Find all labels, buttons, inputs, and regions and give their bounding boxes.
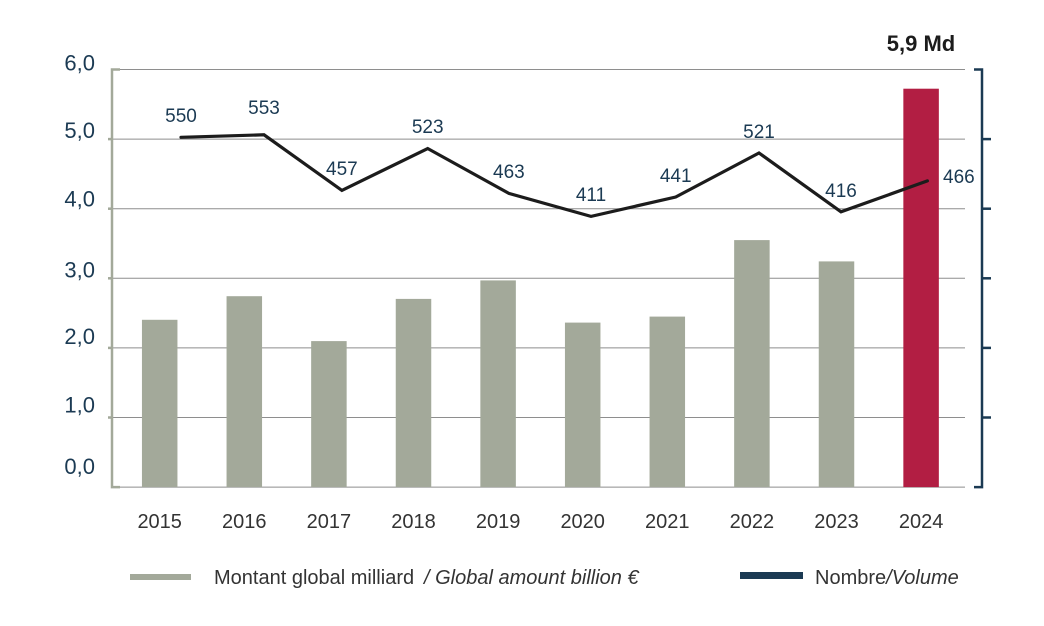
svg-text:2018: 2018 bbox=[391, 511, 436, 533]
svg-text:5,0: 5,0 bbox=[64, 118, 95, 143]
svg-text:6,0: 6,0 bbox=[64, 51, 95, 76]
svg-text:523: 523 bbox=[412, 117, 444, 138]
svg-text:1,0: 1,0 bbox=[64, 393, 95, 418]
svg-text:411: 411 bbox=[576, 185, 606, 206]
svg-text:2017: 2017 bbox=[307, 511, 352, 533]
svg-text:4,0: 4,0 bbox=[64, 187, 95, 212]
svg-text:5,9 Md: 5,9 Md bbox=[887, 31, 955, 56]
svg-text:553: 553 bbox=[248, 98, 280, 119]
svg-text:2022: 2022 bbox=[730, 511, 775, 533]
svg-text:Montant global milliard: Montant global milliard bbox=[214, 567, 414, 589]
svg-text:2,0: 2,0 bbox=[64, 324, 95, 349]
svg-text:3,0: 3,0 bbox=[64, 257, 95, 282]
svg-text:441: 441 bbox=[660, 166, 692, 187]
svg-text:550: 550 bbox=[165, 106, 197, 127]
svg-text:2019: 2019 bbox=[476, 511, 521, 533]
svg-text:2020: 2020 bbox=[560, 511, 605, 533]
svg-text:2021: 2021 bbox=[645, 511, 690, 533]
svg-text:2024: 2024 bbox=[899, 511, 944, 533]
svg-text:521: 521 bbox=[743, 122, 775, 143]
svg-text:466: 466 bbox=[943, 167, 975, 188]
svg-text:457: 457 bbox=[326, 159, 358, 180]
svg-text:463: 463 bbox=[493, 162, 525, 183]
svg-text:416: 416 bbox=[825, 181, 857, 202]
svg-text:2023: 2023 bbox=[814, 511, 859, 533]
svg-text:2015: 2015 bbox=[137, 511, 182, 533]
svg-text:/ Global amount billion €: / Global amount billion € bbox=[422, 567, 639, 589]
svg-text:Nombre/Volume: Nombre/Volume bbox=[815, 567, 959, 589]
svg-text:0,0: 0,0 bbox=[64, 454, 95, 479]
svg-text:2016: 2016 bbox=[222, 511, 267, 533]
